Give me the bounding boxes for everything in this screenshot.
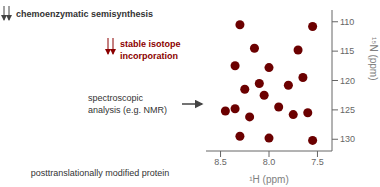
svg-text:8.0: 8.0 xyxy=(263,157,276,167)
svg-text:7.5: 7.5 xyxy=(311,157,324,167)
svg-text:8.5: 8.5 xyxy=(214,157,227,167)
html-text:posttranslationally modified p: posttranslationally modified protein xyxy=(30,168,170,178)
svg-text:¹⁵N (ppm): ¹⁵N (ppm) xyxy=(368,37,372,81)
svg-text:130: 130 xyxy=(340,134,355,144)
html-text:spectroscopic analysis (e.g. N: spectroscopic analysis (e.g. NMR) xyxy=(88,93,167,115)
svg-text:¹H (ppm): ¹H (ppm) xyxy=(249,174,288,185)
html-text:stable isotope incorporation: stable isotope incorporation xyxy=(120,39,181,61)
svg-text:110: 110 xyxy=(340,17,354,27)
svg-text:125: 125 xyxy=(340,105,355,115)
svg-text:120: 120 xyxy=(340,76,355,86)
html-text:chemoenzymatic semisynthesis: chemoenzymatic semisynthesis xyxy=(16,9,154,19)
svg-text:115: 115 xyxy=(340,46,354,56)
